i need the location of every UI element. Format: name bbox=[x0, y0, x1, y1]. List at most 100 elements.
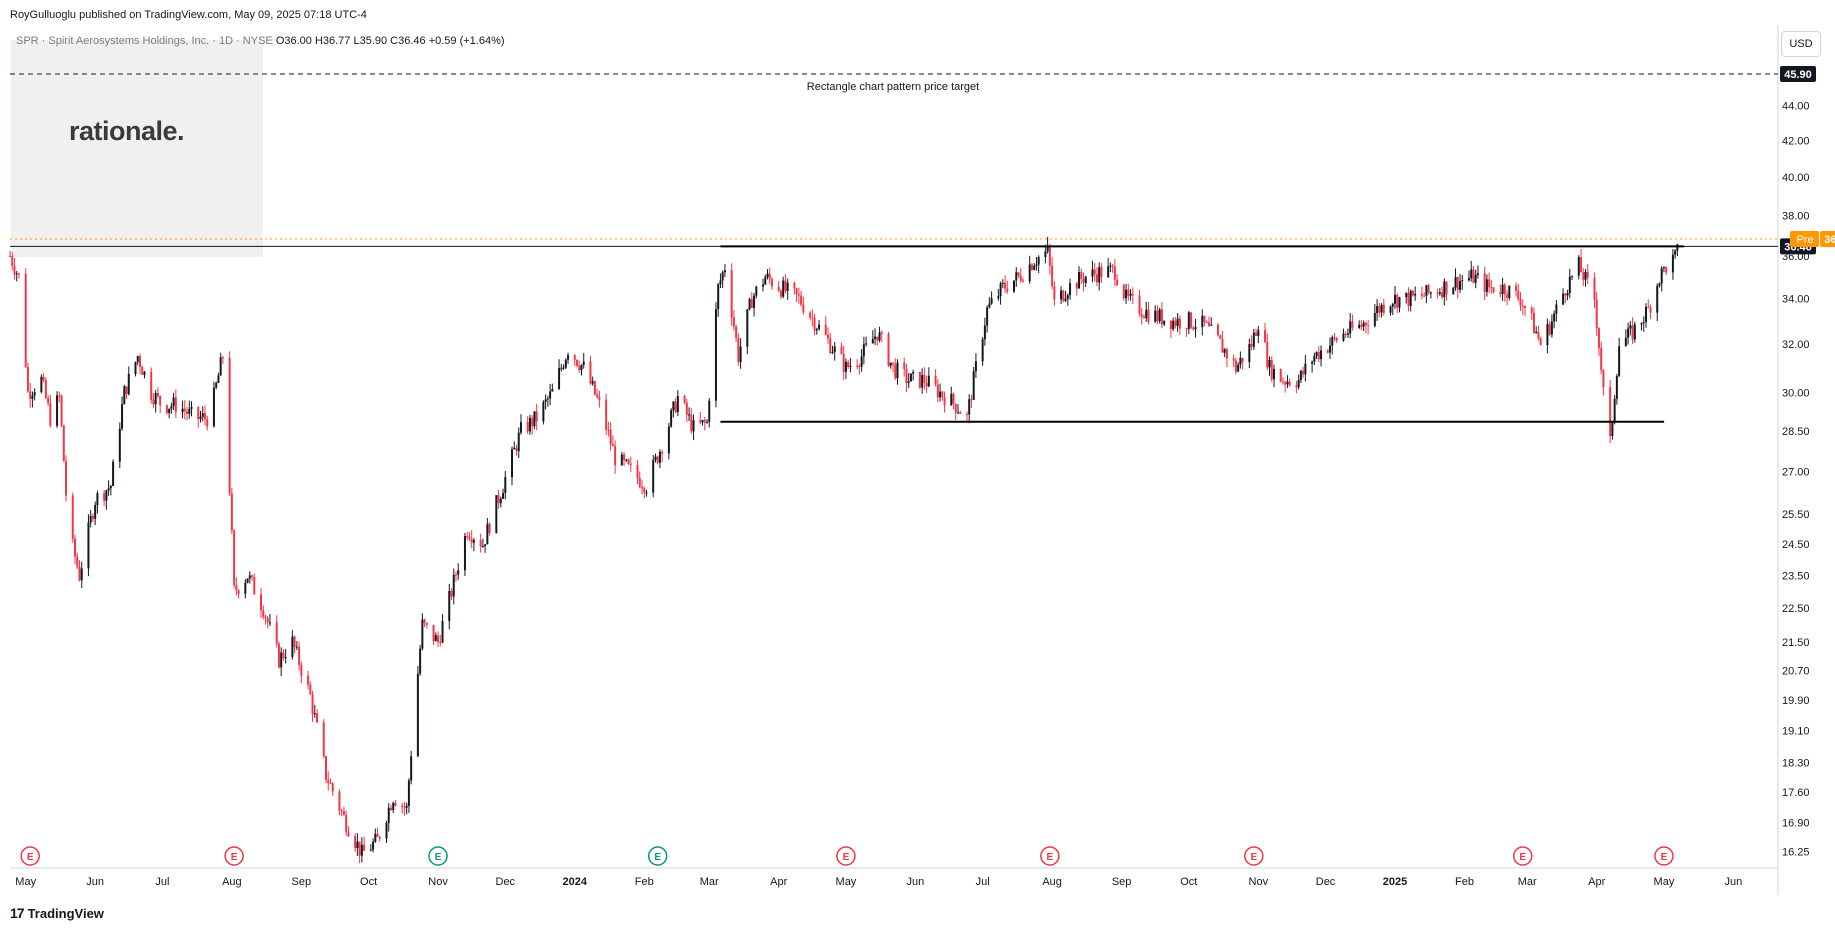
candle-body bbox=[1508, 285, 1511, 298]
y-tick-label: 16.90 bbox=[1782, 817, 1810, 829]
candle-body bbox=[905, 368, 908, 383]
earnings-event-icon[interactable]: E bbox=[1513, 846, 1533, 866]
candle-body bbox=[109, 485, 112, 489]
earnings-event-icon[interactable]: E bbox=[836, 846, 856, 866]
candle-body bbox=[230, 493, 233, 531]
candle-body bbox=[432, 624, 435, 642]
candle-body bbox=[342, 811, 345, 815]
candle-body bbox=[1344, 333, 1347, 335]
x-tick-label: Jul bbox=[976, 876, 990, 888]
candle-body bbox=[560, 367, 563, 369]
y-tick-label: 19.10 bbox=[1782, 726, 1810, 738]
candle-body bbox=[1190, 312, 1193, 328]
candle-body bbox=[1241, 357, 1244, 363]
candle-body bbox=[1140, 314, 1143, 318]
candle-body bbox=[824, 324, 827, 335]
candle-body bbox=[1154, 310, 1157, 322]
x-tick-label: Jun bbox=[86, 876, 104, 888]
x-tick-label: May bbox=[15, 876, 36, 888]
candle-body bbox=[748, 299, 751, 310]
earnings-event-icon[interactable]: E bbox=[20, 846, 40, 866]
candle-body bbox=[1237, 364, 1240, 372]
candle-body bbox=[1631, 325, 1634, 340]
candle-body bbox=[981, 339, 984, 362]
candle-body bbox=[203, 413, 206, 419]
candle-body bbox=[764, 277, 767, 285]
candle-body bbox=[284, 657, 287, 659]
candle-body bbox=[1302, 370, 1305, 375]
candle-body bbox=[840, 346, 843, 354]
candle-body bbox=[31, 395, 34, 399]
symbol-legend[interactable]: SPR · Spirit Aerosystems Holdings, Inc. … bbox=[16, 35, 505, 47]
candle-body bbox=[786, 282, 789, 291]
candle-series bbox=[9, 236, 1679, 864]
earnings-event-icon[interactable]: E bbox=[647, 846, 668, 866]
candle-body bbox=[573, 355, 576, 360]
tradingview-brand[interactable]: 17 TradingView bbox=[10, 905, 104, 921]
earnings-event-icon[interactable]: E bbox=[224, 846, 244, 866]
candle-body bbox=[1331, 337, 1334, 346]
candle-body bbox=[497, 495, 500, 504]
candle-body bbox=[1091, 269, 1094, 277]
candle-body bbox=[1445, 281, 1448, 295]
candle-body bbox=[1048, 245, 1051, 266]
candle-body bbox=[327, 779, 330, 784]
candle-body bbox=[246, 578, 249, 583]
currency-button[interactable]: USD bbox=[1781, 31, 1821, 57]
x-tick-label: Feb bbox=[635, 876, 654, 888]
y-tick-label: 27.00 bbox=[1782, 466, 1810, 478]
candle-body bbox=[94, 505, 97, 519]
candle-body bbox=[1394, 294, 1397, 304]
candle-body bbox=[997, 296, 1000, 299]
candle-body bbox=[685, 402, 688, 415]
candle-body bbox=[990, 298, 993, 304]
candle-body bbox=[481, 546, 484, 548]
candle-body bbox=[1051, 265, 1054, 287]
candle-body bbox=[331, 783, 334, 792]
earnings-event-icon[interactable]: E bbox=[1654, 846, 1674, 866]
candle-body bbox=[394, 802, 397, 806]
candle-body bbox=[643, 488, 646, 493]
earnings-event-icon[interactable]: E bbox=[1244, 846, 1264, 866]
candle-body bbox=[1272, 369, 1275, 380]
candle-body bbox=[248, 575, 251, 579]
candle-body bbox=[1346, 333, 1349, 335]
x-tick-label: Apr bbox=[770, 876, 787, 888]
candle-body bbox=[450, 590, 453, 597]
candle-body bbox=[896, 362, 899, 379]
candle-body bbox=[1270, 359, 1273, 380]
y-tick-label: 32.00 bbox=[1782, 339, 1810, 351]
candle-body bbox=[29, 391, 32, 399]
candle-body bbox=[860, 356, 863, 367]
y-tick-label: 20.70 bbox=[1782, 665, 1810, 677]
y-tick-label: 16.25 bbox=[1782, 847, 1810, 859]
candle-body bbox=[15, 273, 18, 275]
candle-body bbox=[416, 673, 419, 757]
candle-body bbox=[607, 429, 610, 431]
candle-body bbox=[262, 610, 265, 617]
candle-body bbox=[1107, 266, 1110, 278]
candle-body bbox=[692, 420, 695, 432]
candle-body bbox=[1499, 292, 1502, 294]
candle-body bbox=[1320, 350, 1323, 360]
earnings-event-icon[interactable]: E bbox=[1040, 846, 1060, 866]
event-marker-label: E bbox=[843, 852, 850, 863]
candle-body bbox=[558, 368, 561, 389]
candle-body bbox=[401, 805, 404, 807]
candle-body bbox=[1427, 285, 1430, 293]
x-tick-label: 2025 bbox=[1383, 876, 1407, 888]
earnings-event-icon[interactable]: E bbox=[428, 846, 448, 866]
candle-body bbox=[1066, 295, 1069, 299]
candle-body bbox=[1501, 284, 1504, 294]
candle-body bbox=[1420, 293, 1423, 296]
candle-body bbox=[925, 382, 928, 387]
candle-body bbox=[1080, 272, 1083, 279]
candle-body bbox=[123, 386, 126, 405]
candle-body bbox=[172, 397, 175, 407]
event-marker-circle bbox=[224, 846, 244, 866]
candle-body bbox=[1470, 269, 1473, 279]
y-tick-label: 23.50 bbox=[1782, 570, 1810, 582]
candle-body bbox=[528, 417, 531, 432]
candle-body bbox=[513, 447, 516, 450]
